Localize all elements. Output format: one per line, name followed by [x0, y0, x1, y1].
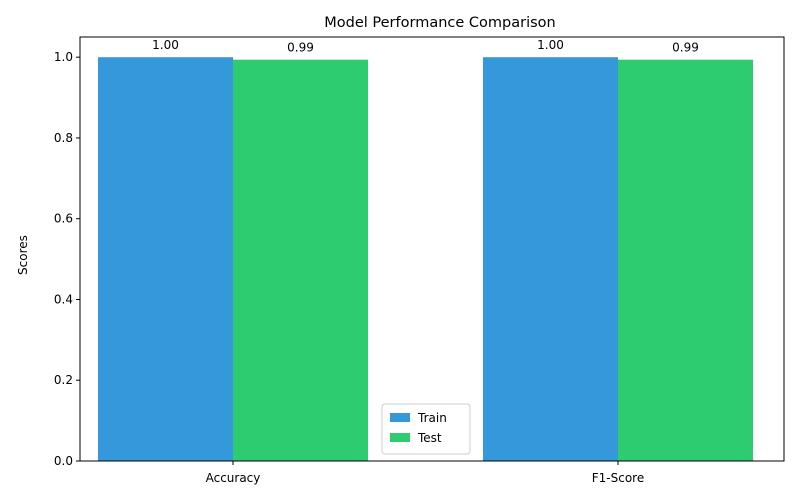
chart-title: Model Performance Comparison: [324, 15, 555, 31]
data-label: 1.00: [152, 38, 179, 52]
bar-test-f1-score: [618, 60, 753, 461]
y-tick-label: 1.0: [54, 50, 73, 64]
data-label: 1.00: [537, 38, 564, 52]
x-tick-label: Accuracy: [206, 471, 261, 485]
plot-area: 1.00 1.00 0.99 0.99 0.0 0.2 0.4 0.6 0.8 1.0 Accura…: [54, 37, 784, 485]
legend-label-test: Test: [417, 431, 442, 445]
y-axis-label: Scores: [16, 235, 30, 275]
x-tick-label: F1-Score: [592, 471, 644, 485]
legend-label-train: Train: [417, 411, 447, 425]
bar-test-accuracy: [233, 60, 368, 461]
y-tick-label: 0.6: [54, 212, 73, 226]
y-tick-label: 0.4: [54, 292, 73, 306]
data-label: 0.99: [287, 41, 314, 55]
y-tick-label: 0.8: [54, 131, 73, 145]
y-tick-label: 0.2: [54, 373, 73, 387]
legend-swatch-train: [390, 413, 410, 422]
bar-train-f1-score: [483, 57, 618, 461]
bar-train-accuracy: [98, 57, 233, 461]
y-tick-label: 0.0: [54, 454, 73, 468]
legend-swatch-test: [390, 433, 410, 442]
data-label: 0.99: [672, 41, 699, 55]
